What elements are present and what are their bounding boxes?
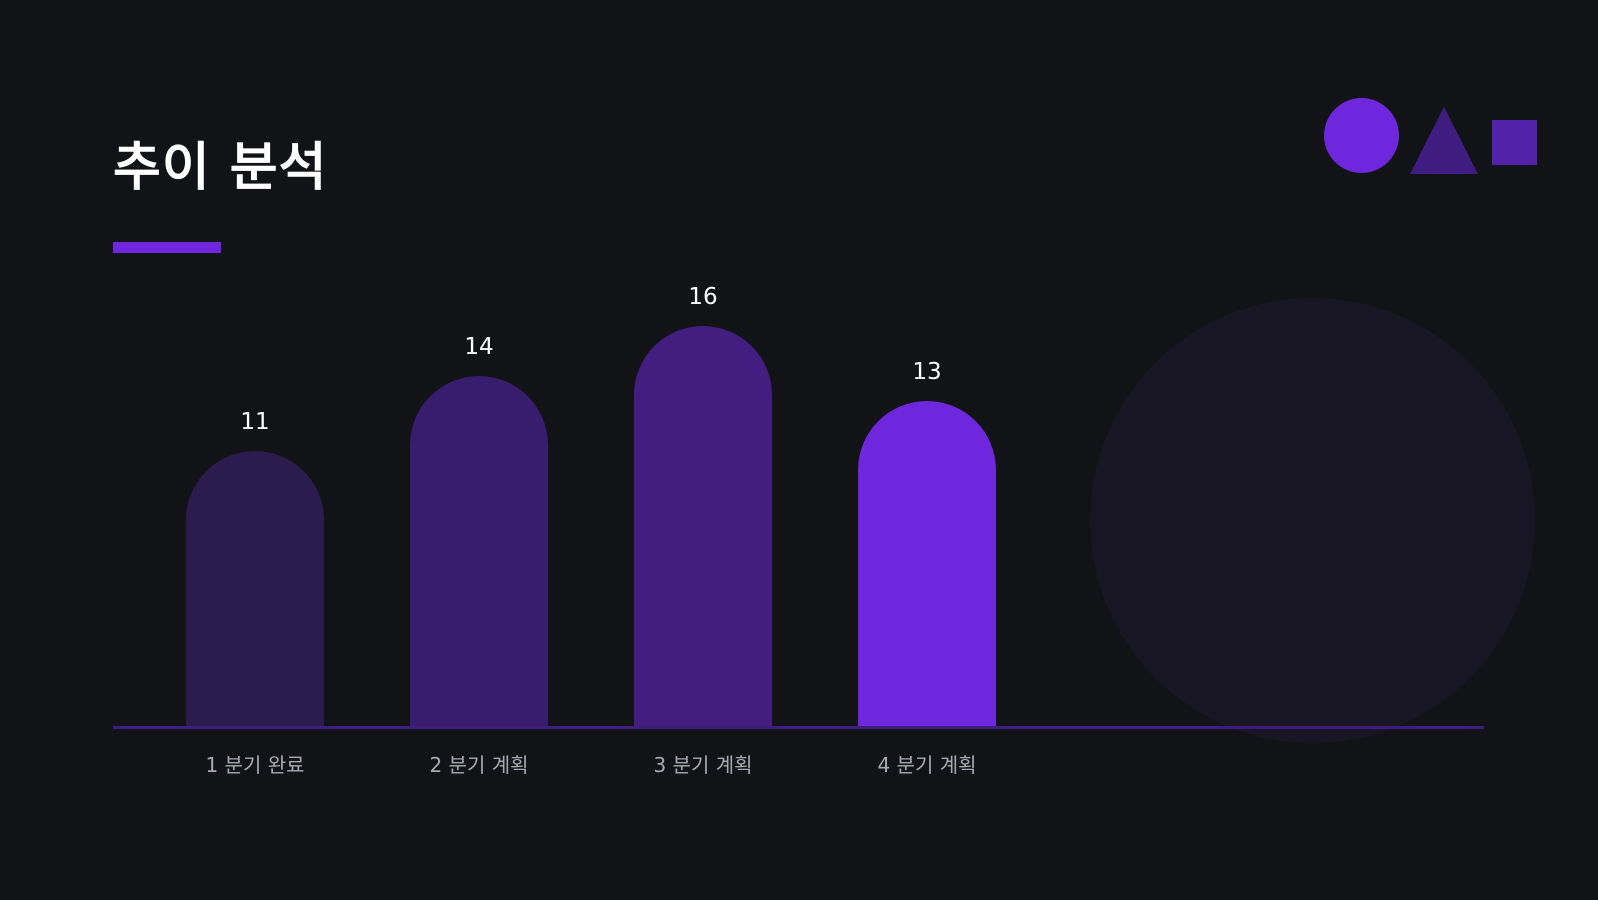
background-decor-circle [1090, 298, 1535, 743]
chart-data-label: 14 [464, 334, 493, 360]
chart-bar [858, 401, 996, 726]
chart-bar [186, 451, 324, 726]
decor-square-icon [1492, 120, 1537, 165]
decor-triangle-icon [1410, 107, 1478, 174]
chart-category-label: 2 분기 계획 [429, 753, 528, 777]
chart-data-label: 11 [240, 409, 269, 435]
chart-bar [410, 376, 548, 726]
chart-category-label: 1 분기 완료 [205, 753, 304, 777]
chart-data-label: 16 [688, 284, 717, 310]
decor-circle-icon [1324, 98, 1399, 173]
chart-category-label: 4 분기 계획 [877, 753, 976, 777]
chart-data-label: 13 [912, 359, 941, 385]
chart-category-label: 3 분기 계획 [653, 753, 752, 777]
page-title: 추이 분석 [113, 138, 328, 198]
title-underline [113, 242, 221, 253]
chart-bar [634, 326, 772, 726]
